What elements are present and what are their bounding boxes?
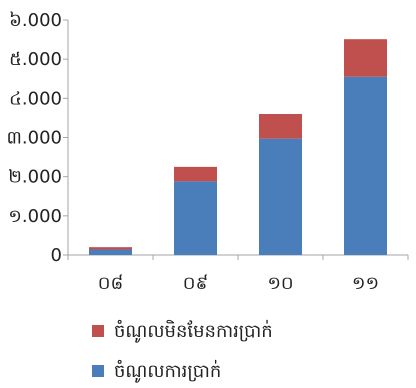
bar-segment-non-interest <box>174 166 217 182</box>
legend-label: ចំណូលមិនមែនការប្រាក់ <box>114 319 273 343</box>
legend: ចំណូលមិនមែនការប្រាក់ចំណូលការប្រាក់ <box>92 319 273 383</box>
bars <box>89 39 387 256</box>
x-axis: ០៨ ០៩ ១០ ១១ <box>67 254 409 294</box>
y-tick-label: 0 <box>51 245 62 266</box>
y-tick-label: ៣.000 <box>7 128 62 149</box>
bar-segment-interest <box>89 249 132 255</box>
bar-segment-non-interest <box>259 114 302 139</box>
bar-segment-non-interest <box>89 247 132 250</box>
legend-swatch <box>92 365 104 377</box>
x-tick-label: ១១ <box>352 273 379 294</box>
bar-segment-interest <box>174 181 217 255</box>
y-tick-label: ២.000 <box>8 167 62 188</box>
bar-segment-non-interest <box>344 39 387 77</box>
y-axis: 0 ១.000 ២.000 ៣.000 ៤.000 ៥.000 ៦.000 <box>7 10 69 266</box>
legend-label: ចំណូលការប្រាក់ <box>114 359 221 383</box>
legend-swatch <box>92 325 104 337</box>
y-tick-label: ៥.000 <box>9 49 62 70</box>
y-tick-label: ១.000 <box>8 206 62 227</box>
x-tick-label: ០៨ <box>98 273 124 294</box>
x-tick-label: ១០ <box>267 273 293 294</box>
y-tick-label: ៦.000 <box>9 10 62 31</box>
x-tick-label: ០៩ <box>183 273 209 294</box>
bar-segment-interest <box>259 138 302 255</box>
bar-segment-interest <box>344 76 387 256</box>
y-tick-label: ៤.000 <box>9 88 62 109</box>
